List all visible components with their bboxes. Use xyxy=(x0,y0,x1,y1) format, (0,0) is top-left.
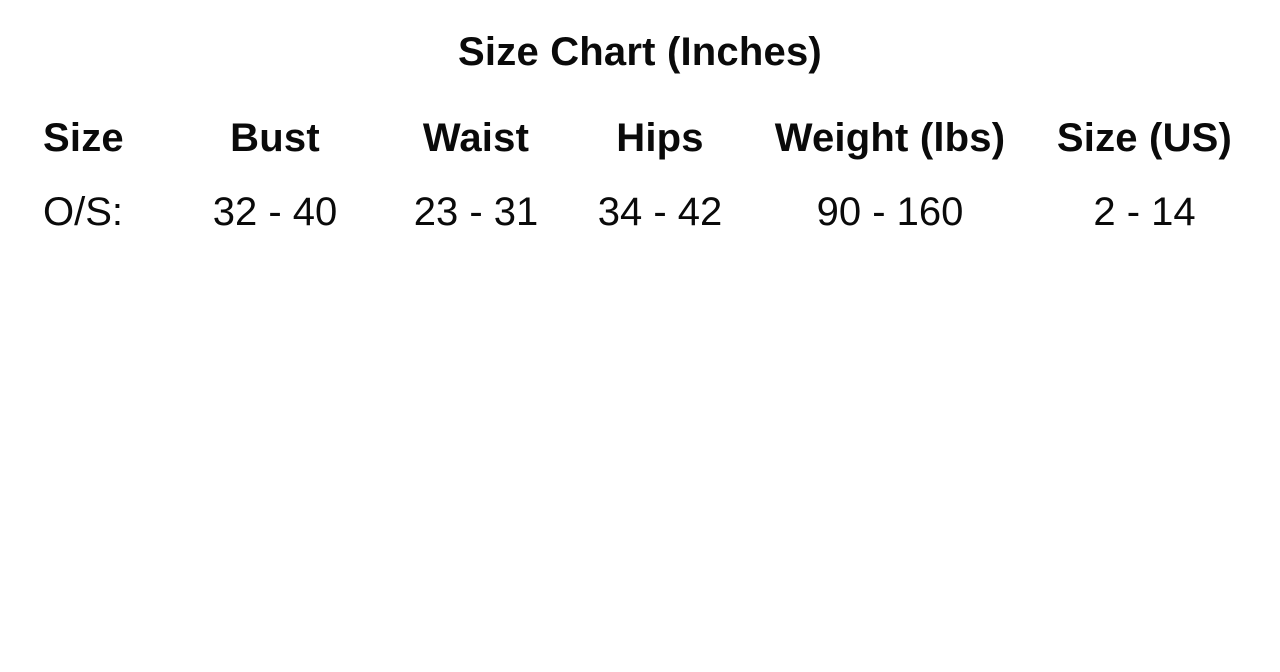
cell-size-us-range: 2 - 14 xyxy=(1093,190,1196,234)
column-header-hips: Hips xyxy=(616,116,704,160)
cell-weight-range: 90 - 160 xyxy=(816,190,964,234)
chart-title: Size Chart (Inches) xyxy=(458,30,822,74)
column-header-bust: Bust xyxy=(230,116,320,160)
cell-hips-range: 34 - 42 xyxy=(597,190,723,234)
cell-size-label: O/S: xyxy=(43,190,124,234)
cell-bust-range: 32 - 40 xyxy=(212,190,338,234)
column-header-size: Size xyxy=(43,116,124,160)
size-table: Size Bust Waist Hips Weight (lbs) Size (… xyxy=(0,118,1260,252)
cell-waist-range: 23 - 31 xyxy=(413,190,539,234)
header-row: Size Bust Waist Hips Weight (lbs) Size (… xyxy=(0,118,1260,192)
column-header-waist: Waist xyxy=(422,116,530,160)
column-header-size-us: Size (US) xyxy=(1056,116,1233,160)
table-row: O/S: 32 - 40 23 - 31 34 - 42 90 - 160 2 … xyxy=(0,192,1260,252)
column-header-weight: Weight (lbs) xyxy=(774,116,1006,160)
size-chart: Size Chart (Inches) Size Bust Waist Hips… xyxy=(0,32,1280,672)
